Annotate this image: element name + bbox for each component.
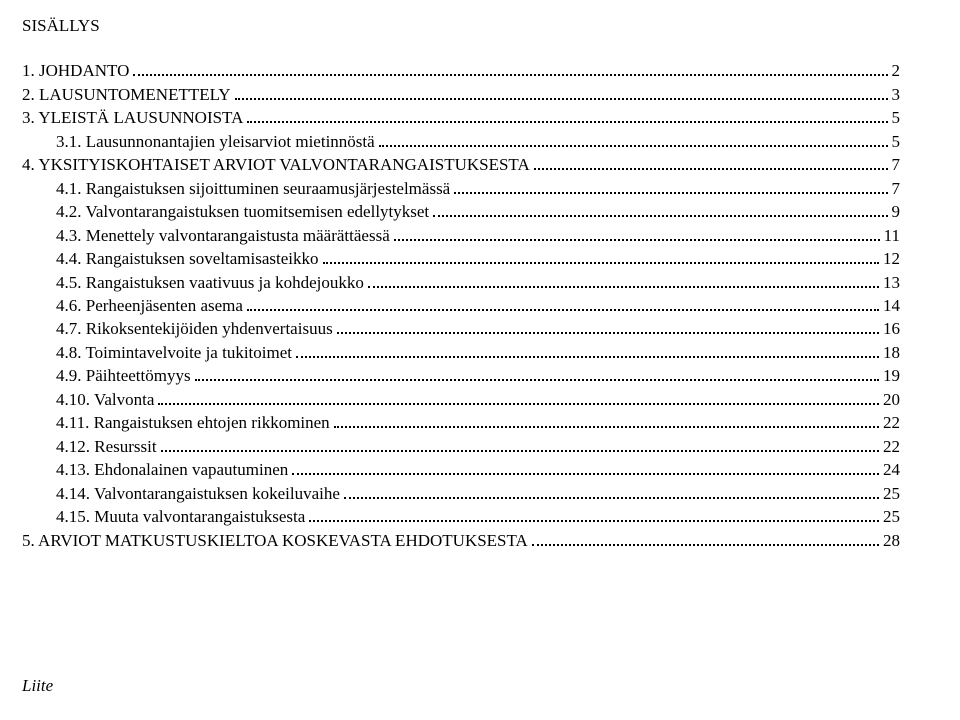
- toc-entry: 4.2. Valvontarangaistuksen tuomitsemisen…: [22, 200, 900, 223]
- toc-leader-dots: [379, 132, 888, 147]
- toc-entry-label: 2. LAUSUNTOMENETTELY: [22, 83, 231, 106]
- toc-entry-label: 4.4. Rangaistuksen soveltamisasteikko: [56, 247, 319, 270]
- toc-entry: 2. LAUSUNTOMENETTELY 3: [22, 83, 900, 106]
- toc-entry-label: 4.14. Valvontarangaistuksen kokeiluvaihe: [56, 482, 340, 505]
- toc-leader-dots: [368, 273, 879, 288]
- toc-entry-label: 4.5. Rangaistuksen vaativuus ja kohdejou…: [56, 271, 364, 294]
- toc-entry-page: 19: [883, 364, 900, 387]
- toc-entry-label: 4.13. Ehdonalainen vapautuminen: [56, 458, 288, 481]
- toc-entry-page: 22: [883, 435, 900, 458]
- toc-entry-label: 1. JOHDANTO: [22, 59, 129, 82]
- toc-entry-page: 14: [883, 294, 900, 317]
- toc-leader-dots: [532, 531, 879, 546]
- toc-entry: 4.3. Menettely valvontarangaistusta määr…: [22, 224, 900, 247]
- toc-entry-label: 4.6. Perheenjäsenten asema: [56, 294, 243, 317]
- toc-entry-page: 7: [892, 177, 901, 200]
- toc-entry-page: 22: [883, 411, 900, 434]
- toc-entry: 4. YKSITYISKOHTAISET ARVIOT VALVONTARANG…: [22, 153, 900, 176]
- toc-entry: 4.12. Resurssit 22: [22, 435, 900, 458]
- toc-entry-page: 3: [892, 83, 901, 106]
- toc-title: SISÄLLYS: [22, 14, 900, 37]
- toc-entry: 4.11. Rangaistuksen ehtojen rikkominen 22: [22, 411, 900, 434]
- toc-entry-label: 4.9. Päihteettömyys: [56, 364, 191, 387]
- toc-entry: 4.4. Rangaistuksen soveltamisasteikko 12: [22, 247, 900, 270]
- toc-entry: 5. ARVIOT MATKUSTUSKIELTOA KOSKEVASTA EH…: [22, 529, 900, 552]
- toc-entry: 4.10. Valvonta 20: [22, 388, 900, 411]
- toc-entry-label: 4.10. Valvonta: [56, 388, 154, 411]
- toc-entry: 4.1. Rangaistuksen sijoittuminen seuraam…: [22, 177, 900, 200]
- toc-leader-dots: [296, 343, 879, 358]
- toc-entry: 3. YLEISTÄ LAUSUNNOISTA 5: [22, 106, 900, 129]
- toc-entry-label: 4.11. Rangaistuksen ehtojen rikkominen: [56, 411, 330, 434]
- toc-entry-label: 4.15. Muuta valvontarangaistuksesta: [56, 505, 305, 528]
- toc-entry-page: 18: [883, 341, 900, 364]
- toc-leader-dots: [195, 367, 879, 382]
- toc-leader-dots: [158, 390, 879, 405]
- document-page: SISÄLLYS 1. JOHDANTO22. LAUSUNTOMENETTEL…: [0, 0, 960, 552]
- toc-entry: 4.13. Ehdonalainen vapautuminen 24: [22, 458, 900, 481]
- toc-entry: 4.14. Valvontarangaistuksen kokeiluvaihe…: [22, 482, 900, 505]
- toc-entry-label: 4.7. Rikoksentekijöiden yhdenvertaisuus: [56, 317, 333, 340]
- toc-entry-page: 16: [883, 317, 900, 340]
- toc-entry-label: 4.3. Menettely valvontarangaistusta määr…: [56, 224, 390, 247]
- toc-leader-dots: [534, 156, 888, 171]
- toc-leader-dots: [247, 109, 887, 124]
- toc-entry-page: 11: [884, 224, 900, 247]
- toc-entry: 4.7. Rikoksentekijöiden yhdenvertaisuus 1…: [22, 317, 900, 340]
- toc-entry-page: 2: [892, 59, 901, 82]
- toc-entry: 1. JOHDANTO 2: [22, 59, 900, 82]
- toc-leader-dots: [337, 320, 879, 335]
- toc-leader-dots: [247, 296, 879, 311]
- toc-leader-dots: [394, 226, 880, 241]
- toc-entry-page: 9: [892, 200, 901, 223]
- toc-entry: 4.15. Muuta valvontarangaistuksesta 25: [22, 505, 900, 528]
- toc-entry-page: 5: [892, 106, 901, 129]
- toc-entry-label: 4.2. Valvontarangaistuksen tuomitsemisen…: [56, 200, 429, 223]
- toc-container: 1. JOHDANTO22. LAUSUNTOMENETTELY33. YLEI…: [22, 59, 900, 552]
- toc-entry: 3.1. Lausunnonantajien yleisarviot mieti…: [22, 130, 900, 153]
- toc-entry-label: 3.1. Lausunnonantajien yleisarviot mieti…: [56, 130, 375, 153]
- toc-leader-dots: [454, 179, 887, 194]
- toc-entry-page: 13: [883, 271, 900, 294]
- toc-entry-page: 5: [892, 130, 901, 153]
- toc-entry-page: 12: [883, 247, 900, 270]
- footer-liite: Liite: [22, 676, 53, 696]
- toc-entry-label: 4. YKSITYISKOHTAISET ARVIOT VALVONTARANG…: [22, 153, 530, 176]
- toc-leader-dots: [433, 202, 887, 217]
- toc-entry: 4.5. Rangaistuksen vaativuus ja kohdejou…: [22, 271, 900, 294]
- toc-entry-label: 4.12. Resurssit: [56, 435, 157, 458]
- toc-leader-dots: [235, 85, 888, 100]
- toc-entry-label: 3. YLEISTÄ LAUSUNNOISTA: [22, 106, 243, 129]
- toc-entry-label: 5. ARVIOT MATKUSTUSKIELTOA KOSKEVASTA EH…: [22, 529, 528, 552]
- toc-entry-label: 4.8. Toimintavelvoite ja tukitoimet: [56, 341, 292, 364]
- toc-entry-page: 7: [892, 153, 901, 176]
- toc-entry: 4.9. Päihteettömyys 19: [22, 364, 900, 387]
- toc-leader-dots: [344, 484, 879, 499]
- toc-entry-label: 4.1. Rangaistuksen sijoittuminen seuraam…: [56, 177, 450, 200]
- toc-leader-dots: [292, 460, 879, 475]
- toc-leader-dots: [334, 414, 879, 429]
- toc-entry-page: 25: [883, 505, 900, 528]
- toc-entry-page: 28: [883, 529, 900, 552]
- toc-entry: 4.6. Perheenjäsenten asema 14: [22, 294, 900, 317]
- toc-entry-page: 25: [883, 482, 900, 505]
- toc-entry-page: 20: [883, 388, 900, 411]
- toc-leader-dots: [161, 437, 879, 452]
- toc-leader-dots: [133, 62, 887, 77]
- toc-leader-dots: [323, 249, 879, 264]
- toc-entry-page: 24: [883, 458, 900, 481]
- toc-entry: 4.8. Toimintavelvoite ja tukitoimet 18: [22, 341, 900, 364]
- toc-leader-dots: [309, 507, 879, 522]
